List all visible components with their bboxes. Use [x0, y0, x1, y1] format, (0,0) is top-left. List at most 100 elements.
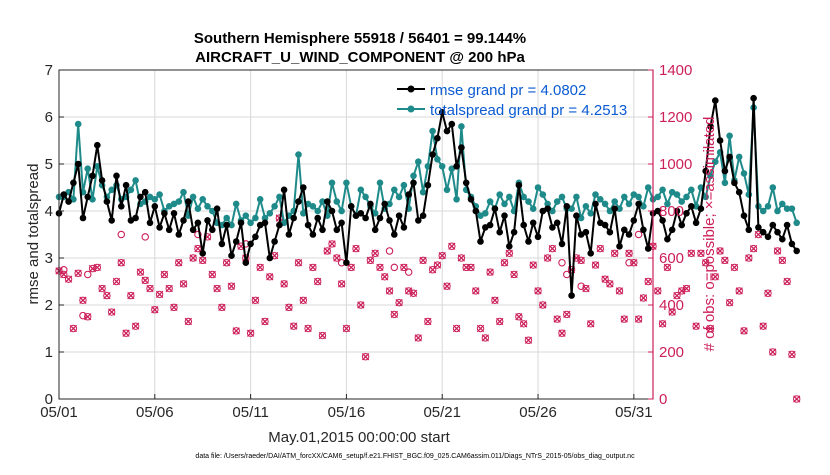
rmse-point — [611, 205, 618, 212]
rmse-point — [529, 219, 537, 227]
obs-possible-marker — [515, 313, 523, 321]
totalspread-point — [486, 198, 494, 205]
rmse-point — [300, 184, 307, 191]
x-tick-label: 05/01 — [40, 404, 78, 421]
rmse-point — [343, 259, 350, 267]
obs-possible-marker — [467, 263, 475, 272]
totalspread-point — [300, 210, 307, 217]
obs-possible-marker — [93, 263, 102, 272]
rmse-point — [568, 292, 575, 299]
rmse-point — [185, 198, 192, 205]
legend-spread-marker — [407, 105, 415, 113]
obs-possible-marker — [189, 254, 197, 262]
totalspread-point — [419, 188, 427, 196]
rmse-point — [410, 179, 417, 187]
totalspread-point — [611, 198, 618, 205]
obs-possible-marker — [74, 269, 82, 277]
rmse-point — [266, 254, 274, 262]
obs-possible-marker — [428, 266, 437, 274]
obs-possible-marker — [687, 249, 696, 258]
rmse-point — [582, 228, 590, 236]
obs-possible-marker — [735, 287, 743, 295]
rmse-point — [472, 207, 480, 215]
obs-possible-marker — [697, 249, 705, 258]
rmse-point — [280, 186, 288, 194]
rmse-point — [103, 198, 111, 205]
chart-title-line2: AIRCRAFT_U_WIND_COMPONENT @ 200 hPa — [195, 49, 525, 66]
obs-possible-marker — [634, 230, 643, 239]
totalspread-point — [395, 193, 403, 201]
totalspread-point — [654, 193, 662, 201]
obs-possible-marker — [476, 324, 485, 333]
totalspread-point — [410, 172, 417, 180]
obs-possible-marker — [510, 270, 518, 279]
rmse-point — [247, 240, 254, 248]
rmse-point — [170, 210, 178, 217]
legend-rmse-label: rmse grand pr = 4.0802 — [430, 82, 586, 99]
obs-possible-marker — [390, 263, 399, 272]
totalspread-point — [496, 191, 504, 198]
rmse-point — [333, 226, 341, 234]
rmse-point — [525, 238, 532, 245]
rmse-point — [314, 214, 322, 222]
totalspread-point — [74, 120, 82, 128]
obs-possible-marker — [218, 303, 226, 312]
y-left-tick-label: 3 — [45, 250, 53, 267]
rmse-point — [731, 179, 738, 187]
y-left-tick-label: 5 — [45, 156, 53, 173]
rmse-point — [98, 177, 106, 184]
rmse-point — [194, 219, 202, 227]
rmse-point — [477, 238, 484, 245]
totalspread-point — [529, 205, 537, 212]
obs-possible-marker — [539, 301, 547, 309]
obs-possible-marker — [452, 324, 461, 333]
obs-possible-marker — [285, 303, 293, 312]
rmse-point — [319, 226, 326, 234]
y-right-tick-label: 0 — [659, 391, 667, 408]
x-tick-label: 05/21 — [423, 404, 461, 421]
obs-possible-marker — [141, 276, 149, 285]
obs-possible-marker — [448, 242, 456, 250]
rmse-point — [448, 120, 456, 128]
obs-possible-marker — [577, 256, 585, 265]
totalspread-point — [635, 193, 642, 201]
totalspread-point — [501, 200, 508, 208]
rmse-point — [769, 221, 777, 229]
rmse-point — [601, 221, 609, 229]
obs-possible-marker — [385, 247, 394, 255]
obs-possible-marker — [658, 320, 667, 328]
rmse-point — [707, 123, 714, 130]
obs-possible-marker — [548, 244, 557, 253]
obs-possible-marker — [596, 244, 605, 253]
obs-possible-marker — [366, 256, 375, 265]
rmse-point — [573, 212, 580, 219]
axes — [58, 69, 654, 400]
obs-possible-marker — [222, 259, 231, 267]
rmse-point — [510, 228, 518, 236]
totalspread-point — [601, 200, 609, 208]
rmse-point — [664, 235, 671, 243]
obs-possible-marker — [472, 287, 480, 295]
obs-possible-marker — [83, 270, 92, 279]
totalspread-point — [644, 184, 652, 191]
rmse-point — [453, 163, 460, 170]
totalspread-point — [625, 200, 633, 208]
totalspread-point — [309, 203, 317, 210]
rmse-point — [232, 238, 240, 245]
rmse-point — [151, 203, 159, 210]
rmse-point — [419, 212, 427, 219]
obs-possible-marker — [313, 277, 322, 286]
obs-possible-marker — [601, 275, 609, 283]
rmse-point — [304, 221, 312, 229]
totalspread-point — [597, 196, 604, 203]
rmse-point — [592, 200, 599, 208]
obs-possible-marker — [246, 329, 255, 337]
rmse-point — [783, 221, 791, 229]
obs-possible-marker — [701, 259, 710, 267]
y-right-tick-label: 200 — [659, 344, 684, 361]
obs-possible-marker — [184, 317, 193, 326]
rmse-point — [376, 214, 384, 222]
rmse-point — [252, 233, 259, 241]
obs-possible-marker — [716, 247, 724, 255]
